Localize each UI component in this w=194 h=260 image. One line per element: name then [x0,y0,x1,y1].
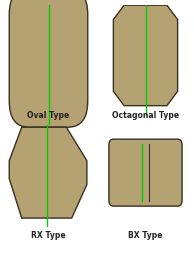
FancyBboxPatch shape [9,0,88,127]
Polygon shape [9,127,87,218]
Text: RX Type: RX Type [31,231,66,240]
FancyBboxPatch shape [109,139,182,206]
Text: BX Type: BX Type [128,231,163,240]
Text: Oval Type: Oval Type [27,111,70,120]
Text: Octagonal Type: Octagonal Type [112,111,179,120]
Polygon shape [113,5,178,106]
